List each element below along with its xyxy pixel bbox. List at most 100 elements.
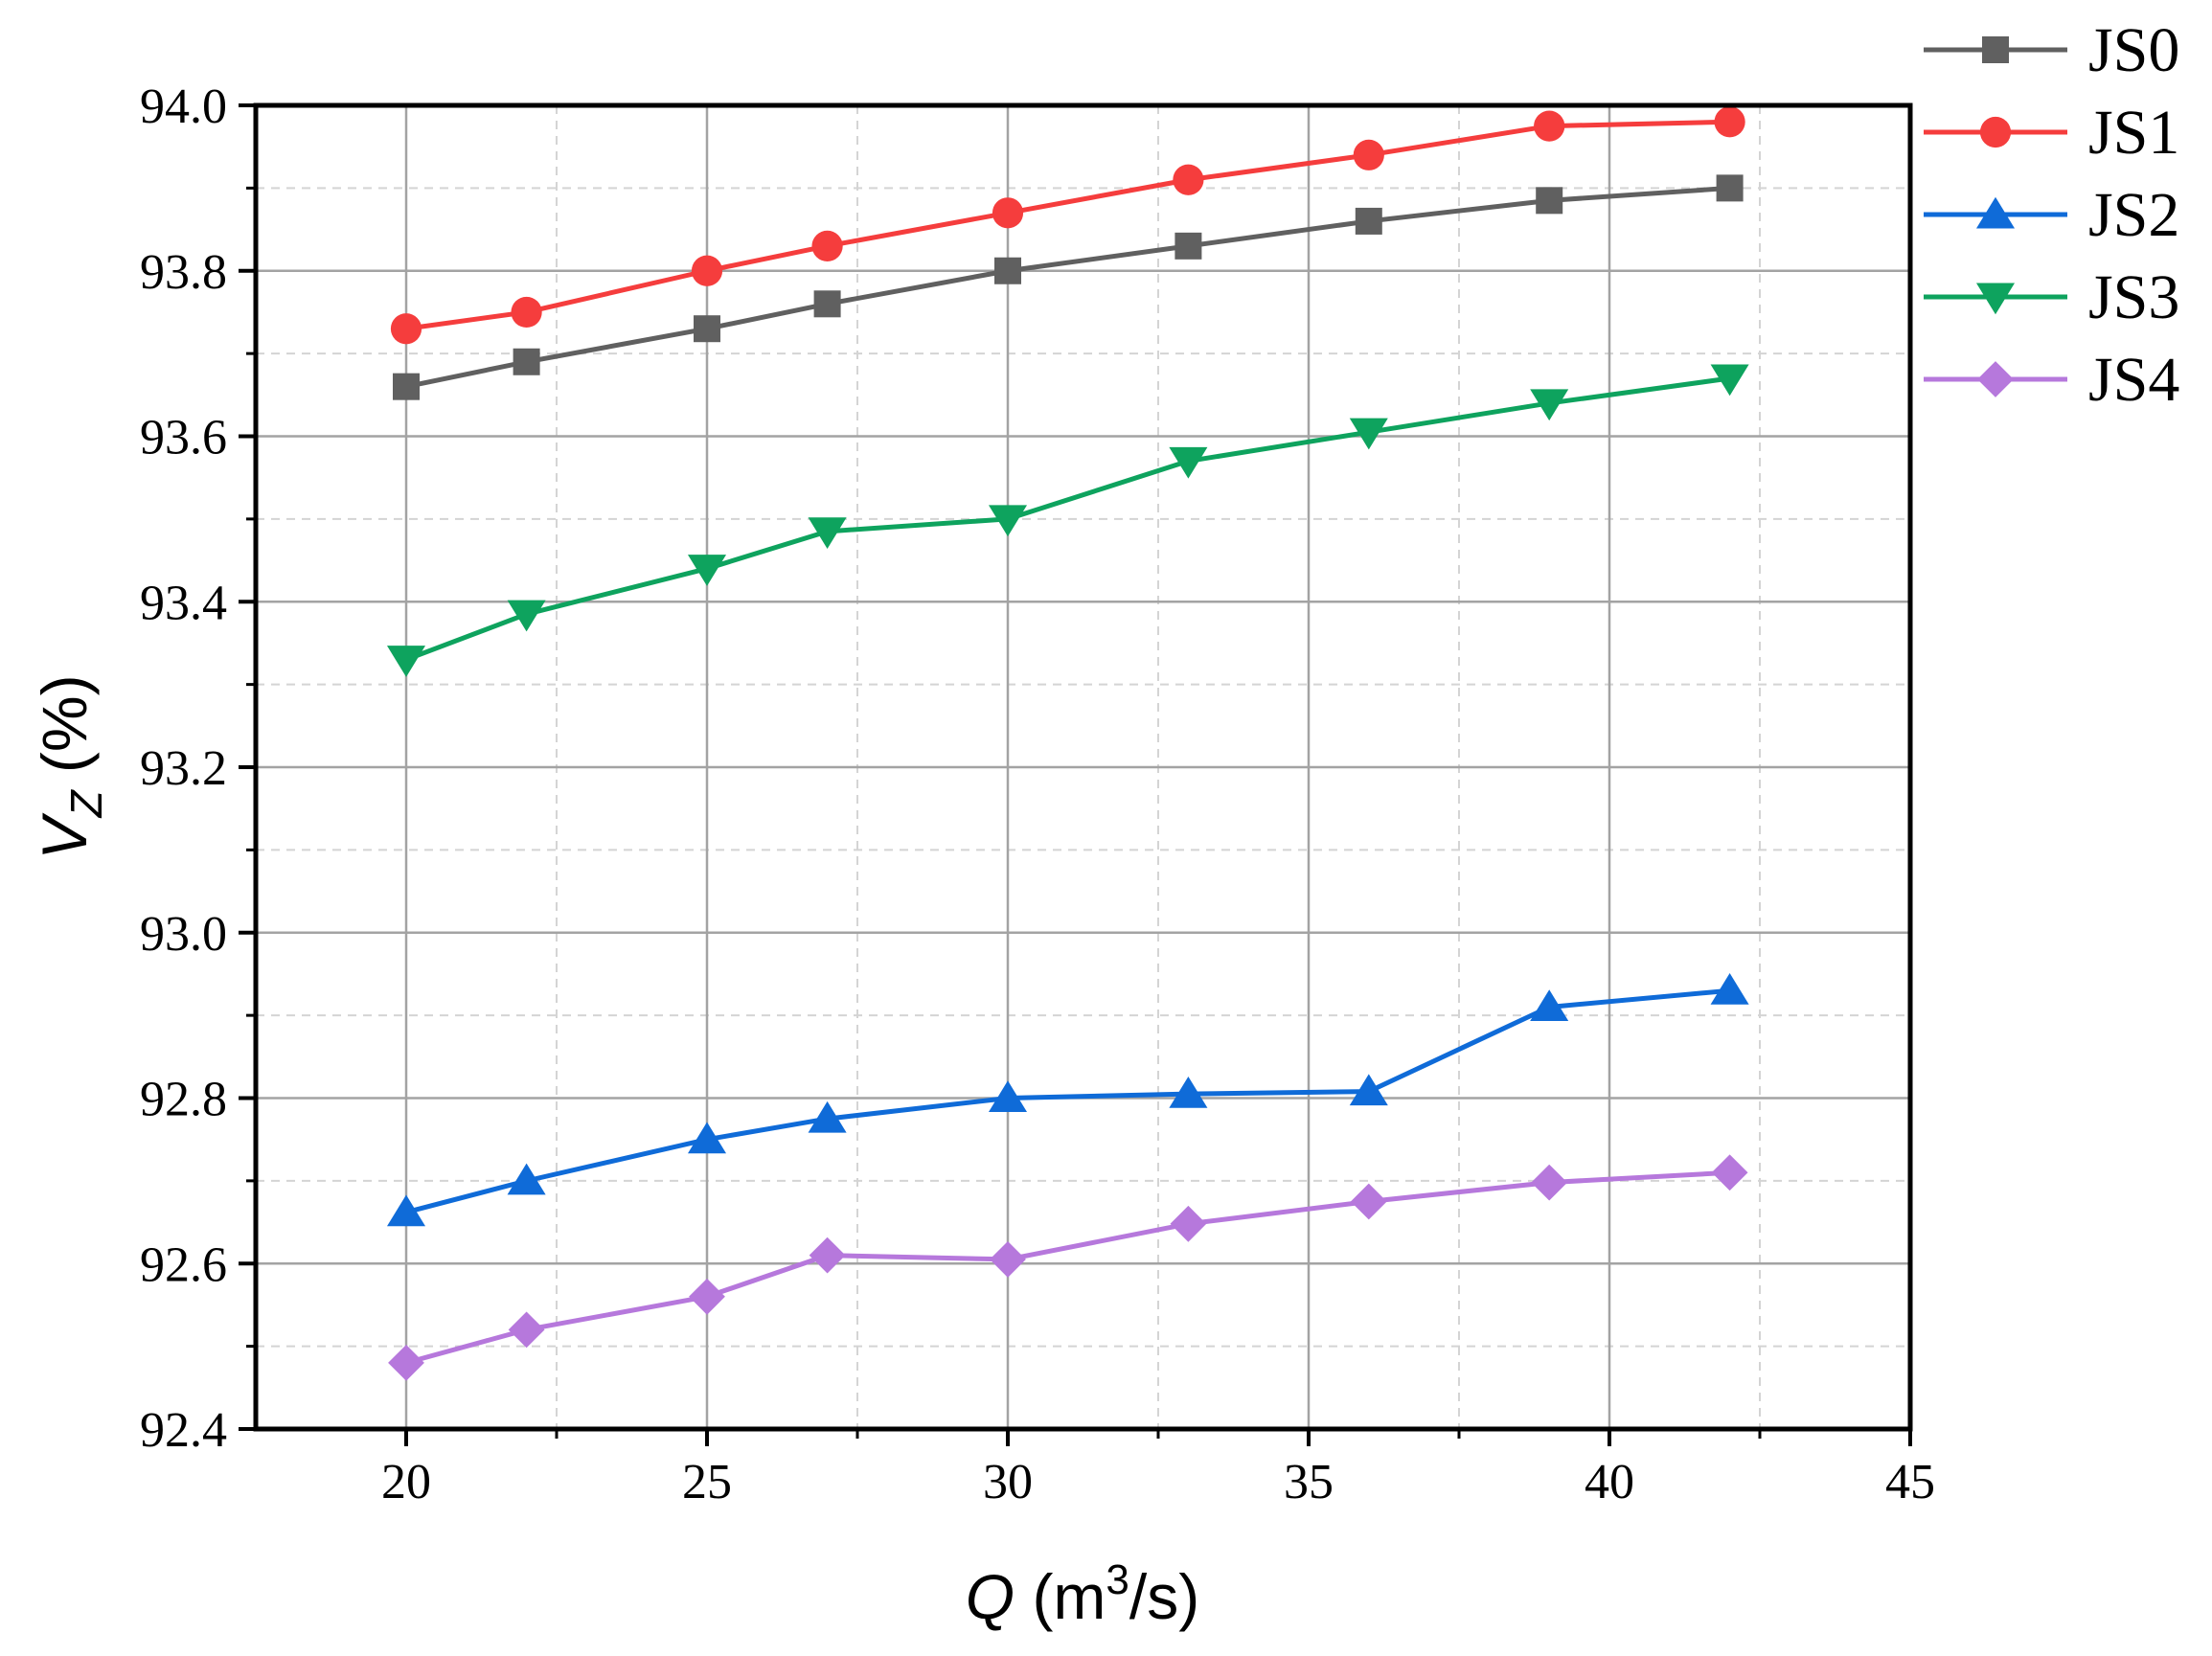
series-line-js4 xyxy=(405,1169,1730,1366)
data-point-js1 xyxy=(691,255,723,286)
x-tick-label: 35 xyxy=(1284,1455,1334,1509)
series-lines xyxy=(386,106,1749,1381)
series-line-js2 xyxy=(405,987,1730,1215)
series-js0 xyxy=(393,174,1744,400)
data-point-js0 xyxy=(994,257,1021,284)
data-point-js2 xyxy=(687,1122,727,1154)
data-point-js1 xyxy=(1173,164,1204,195)
data-point-js1 xyxy=(1534,110,1565,142)
x-axis-title-part: (m xyxy=(1015,1561,1106,1632)
data-point-js0 xyxy=(813,290,841,318)
data-point-js3 xyxy=(687,555,727,586)
data-point-js0 xyxy=(513,348,540,375)
data-point-js3 xyxy=(1349,418,1388,450)
y-tick-label: 94.0 xyxy=(140,79,227,134)
y-axis-title-rest: (%) xyxy=(29,674,100,790)
y-tick-label: 93.6 xyxy=(140,411,227,465)
data-point-js1 xyxy=(511,296,542,329)
y-tick-label: 93.4 xyxy=(140,576,227,630)
y-tick-label: 92.6 xyxy=(140,1237,227,1292)
x-tick-label: 25 xyxy=(682,1455,732,1509)
data-point-js4 xyxy=(388,1345,424,1381)
data-point-js1 xyxy=(1714,106,1745,138)
legend-item-js2: JS2 xyxy=(1924,180,2179,250)
series-js4 xyxy=(388,1154,1748,1381)
series-js2 xyxy=(386,973,1749,1227)
data-point-js3 xyxy=(386,646,426,677)
legend-item-js4: JS4 xyxy=(1924,345,2179,415)
legend-marker-js1 xyxy=(1979,116,2012,148)
data-point-js4 xyxy=(1170,1205,1207,1242)
grid xyxy=(256,105,1910,1429)
x-axis-title: Q (m3/s) xyxy=(966,1556,1199,1632)
series-js3 xyxy=(386,364,1749,677)
legend-item-js1: JS1 xyxy=(1924,98,2179,168)
legend-marker-js2 xyxy=(1975,196,2016,229)
data-point-js3 xyxy=(507,600,546,632)
tick-labels: 20 25 30 35 40 45 92.4 92.6 92.8 93.0 93.2 93.4 93.6… xyxy=(140,79,1935,1509)
data-point-js4 xyxy=(1531,1164,1568,1201)
data-point-js4 xyxy=(809,1236,846,1274)
data-point-js1 xyxy=(992,197,1024,229)
data-point-js2 xyxy=(1169,1076,1208,1108)
y-axis-title-sub: Z xyxy=(61,789,111,819)
legend-label-js4: JS4 xyxy=(2088,345,2179,415)
y-axis-title: VZ (%) xyxy=(29,674,111,859)
legend-marker-js4 xyxy=(1977,361,2014,397)
data-point-js1 xyxy=(1353,139,1384,170)
legend-marker-js3 xyxy=(1975,283,2016,315)
x-tick-label: 40 xyxy=(1585,1455,1634,1509)
data-point-js0 xyxy=(1536,187,1563,215)
data-point-js0 xyxy=(1174,232,1202,260)
x-axis-title-symbol: Q xyxy=(966,1561,1015,1632)
x-axis-title-rest: /s) xyxy=(1129,1561,1199,1632)
x-tick-label: 45 xyxy=(1885,1455,1935,1509)
y-tick-label: 93.8 xyxy=(140,245,227,300)
data-point-js4 xyxy=(508,1311,545,1349)
x-tick-label: 20 xyxy=(381,1455,431,1509)
legend: JS0 JS1 JS2 JS3 JS4 xyxy=(1924,15,2179,415)
data-point-js1 xyxy=(390,313,422,345)
data-point-js0 xyxy=(393,373,420,400)
series-line-js0 xyxy=(405,185,1730,390)
data-point-js2 xyxy=(1710,973,1749,1005)
legend-label-js2: JS2 xyxy=(2088,180,2179,250)
data-point-js2 xyxy=(386,1194,426,1227)
data-point-js3 xyxy=(1530,389,1569,421)
legend-label-js3: JS3 xyxy=(2088,262,2179,332)
data-point-js3 xyxy=(808,517,847,550)
y-tick-label: 93.0 xyxy=(140,907,227,962)
x-axis-title-sup: 3 xyxy=(1106,1556,1129,1603)
series-js1 xyxy=(390,106,1745,345)
data-point-js3 xyxy=(1169,446,1208,479)
data-point-js4 xyxy=(990,1241,1026,1278)
y-axis-title-main: V xyxy=(29,812,100,860)
legend-label-js1: JS1 xyxy=(2088,98,2179,168)
x-tick-label: 30 xyxy=(983,1455,1033,1509)
data-point-js4 xyxy=(1711,1154,1748,1191)
data-point-js2 xyxy=(1349,1074,1388,1106)
data-point-js3 xyxy=(988,505,1028,537)
y-tick-label: 93.2 xyxy=(140,741,227,796)
legend-item-js0: JS0 xyxy=(1924,15,2179,85)
legend-label-js0: JS0 xyxy=(2088,15,2179,85)
data-point-js2 xyxy=(988,1080,1028,1113)
legend-marker-js0 xyxy=(1982,36,2009,63)
data-point-js2 xyxy=(1530,989,1569,1022)
data-point-js0 xyxy=(1716,174,1744,202)
data-point-js0 xyxy=(1355,207,1382,235)
legend-item-js3: JS3 xyxy=(1924,262,2179,332)
data-point-js4 xyxy=(689,1278,725,1315)
y-tick-label: 92.4 xyxy=(140,1403,227,1458)
data-point-js1 xyxy=(811,230,843,261)
data-point-js2 xyxy=(507,1163,546,1195)
data-point-js2 xyxy=(808,1100,847,1133)
data-point-js3 xyxy=(1710,364,1749,397)
series-line-js1 xyxy=(405,119,1730,331)
data-point-js0 xyxy=(694,315,720,343)
data-point-js4 xyxy=(1350,1183,1387,1220)
ticks xyxy=(239,103,1912,1446)
y-tick-label: 92.8 xyxy=(140,1073,227,1127)
